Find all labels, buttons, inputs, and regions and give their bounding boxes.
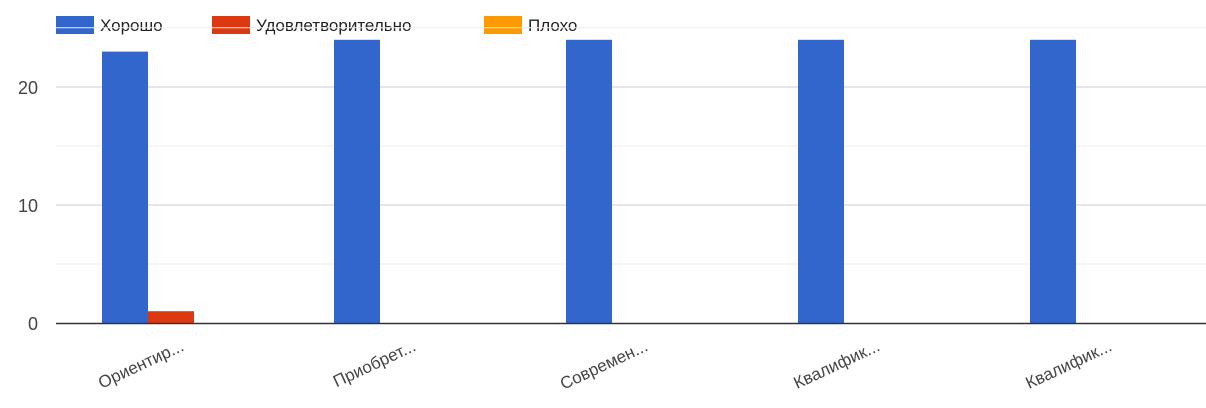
- x-tick-label: Приобрет...: [330, 336, 418, 391]
- x-tick-label: Ориентир...: [95, 336, 186, 392]
- bar: [798, 39, 844, 324]
- legend-label: Удовлетворительно: [256, 16, 411, 35]
- y-tick-label: 0: [28, 314, 38, 334]
- bars: [102, 39, 1076, 324]
- gridlines: [56, 27, 1206, 265]
- legend-swatch: [56, 16, 94, 34]
- legend-swatch: [484, 16, 522, 34]
- legend-label: Хорошо: [100, 16, 163, 35]
- x-tick-label: Современ...: [557, 336, 651, 393]
- bar: [334, 39, 380, 324]
- bar: [1030, 39, 1076, 324]
- y-axis: 0 10 20: [18, 78, 38, 334]
- bar: [102, 51, 148, 323]
- bar: [566, 39, 612, 324]
- bar: [148, 311, 194, 323]
- x-tick-label: Квалифик...: [791, 336, 883, 392]
- y-tick-label: 10: [18, 196, 38, 216]
- x-tick-label: Квалифик...: [1023, 336, 1115, 392]
- x-axis: Ориентир... Приобрет... Современ... Квалифи…: [56, 322, 1206, 394]
- legend-swatch: [212, 16, 250, 34]
- legend: Хорошо Удовлетворительно Плохо: [56, 16, 577, 35]
- legend-label: Плохо: [528, 16, 577, 35]
- y-tick-label: 20: [18, 78, 38, 98]
